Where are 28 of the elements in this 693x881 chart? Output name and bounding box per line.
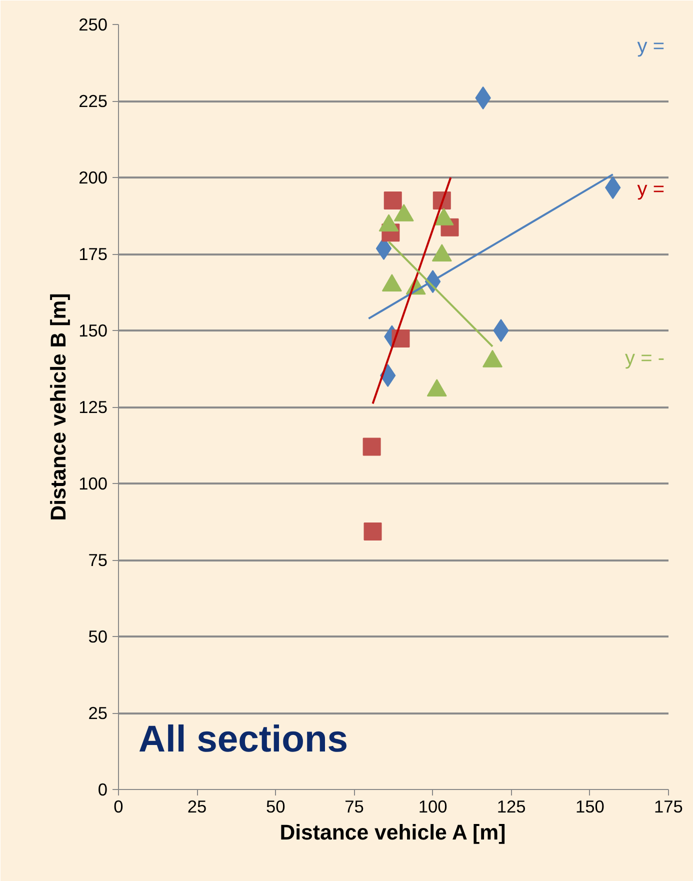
x-tick-label: 0 (114, 796, 124, 816)
y-tick-label: 125 (78, 397, 108, 417)
y-tick-label: 100 (78, 474, 108, 494)
y-axis-title: Distance vehicle B [m] (46, 293, 71, 521)
y-tick-label: 200 (78, 168, 108, 188)
x-tick-label: 25 (187, 796, 207, 816)
x-axis-title: Distance vehicle A [m] (280, 820, 506, 844)
x-tick-label: 100 (418, 796, 448, 816)
x-tick-label: 150 (575, 796, 604, 816)
point (384, 191, 402, 210)
point (364, 522, 382, 541)
annotation: y = (637, 178, 665, 200)
y-tick-label: 175 (78, 244, 108, 264)
x-tick-label: 175 (654, 796, 683, 816)
y-tick-label: 25 (88, 703, 108, 723)
y-tick-label: 225 (78, 91, 108, 111)
y-tick-label: 50 (88, 626, 108, 646)
y-tick-label: 0 (98, 780, 108, 800)
y-tick-label: 250 (78, 14, 108, 34)
x-tick-label: 75 (344, 796, 364, 816)
x-tick-label: 125 (496, 796, 526, 816)
annotation: y = (637, 36, 665, 58)
y-tick-label: 150 (78, 320, 108, 340)
x-tick-label: 50 (266, 796, 286, 816)
point (362, 438, 381, 456)
y-tick-label: 75 (88, 550, 108, 570)
annotation: All sections (138, 718, 348, 760)
annotation: y = - (625, 347, 664, 370)
